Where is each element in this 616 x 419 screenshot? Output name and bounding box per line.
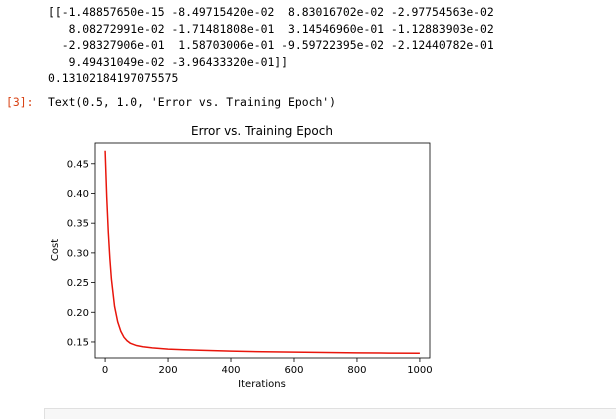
cell-stdout: [[-1.48857650e-15 -8.49715420e-02 8.8301… xyxy=(48,4,494,87)
x-tick-label: 800 xyxy=(347,365,366,376)
stdout-line: [[-1.48857650e-15 -8.49715420e-02 8.8301… xyxy=(48,5,494,19)
y-tick-label: 0.35 xyxy=(67,219,89,230)
output-prompt: [3]: xyxy=(6,95,34,109)
stdout-line: 0.13102184197075575 xyxy=(48,71,179,85)
x-tick-label: 1000 xyxy=(407,365,432,376)
next-input-cell[interactable] xyxy=(44,408,616,419)
x-tick-label: 0 xyxy=(102,365,108,376)
line-chart: Error vs. Training Epoch 0 200 400 600 800 10… xyxy=(50,124,433,390)
y-tick-label: 0.45 xyxy=(67,159,89,170)
x-tick-label: 600 xyxy=(284,365,303,376)
x-axis-label: Iterations xyxy=(238,379,286,390)
y-tick-label: 0.40 xyxy=(67,189,89,200)
y-tick-label: 0.20 xyxy=(67,308,89,319)
plot-area xyxy=(94,142,431,359)
x-tick-label: 400 xyxy=(221,365,240,376)
x-axis-ticks: 0 200 400 600 800 1000 xyxy=(102,358,433,376)
y-tick-label: 0.15 xyxy=(67,337,89,348)
y-axis-label: Cost xyxy=(50,239,61,261)
stdout-line: -2.98327906e-01 1.58703006e-01 -9.597223… xyxy=(48,38,494,52)
output-text: Text(0.5, 1.0, 'Error vs. Training Epoch… xyxy=(48,95,337,109)
y-tick-label: 0.25 xyxy=(67,278,89,289)
stdout-line: 9.49431049e-02 -3.96433320e-01]] xyxy=(48,54,289,69)
stdout-line: 8.08272991e-02 -1.71481808e-01 3.1454696… xyxy=(48,21,494,36)
y-axis-ticks: 0.15 0.20 0.25 0.30 0.35 0.40 0.45 xyxy=(67,159,95,348)
x-tick-label: 200 xyxy=(158,365,177,376)
cost-line xyxy=(104,150,420,354)
chart-title: Error vs. Training Epoch xyxy=(191,124,333,138)
y-tick-label: 0.30 xyxy=(67,248,89,259)
plot-output: Error vs. Training Epoch 0 200 400 600 800 10… xyxy=(0,118,616,398)
